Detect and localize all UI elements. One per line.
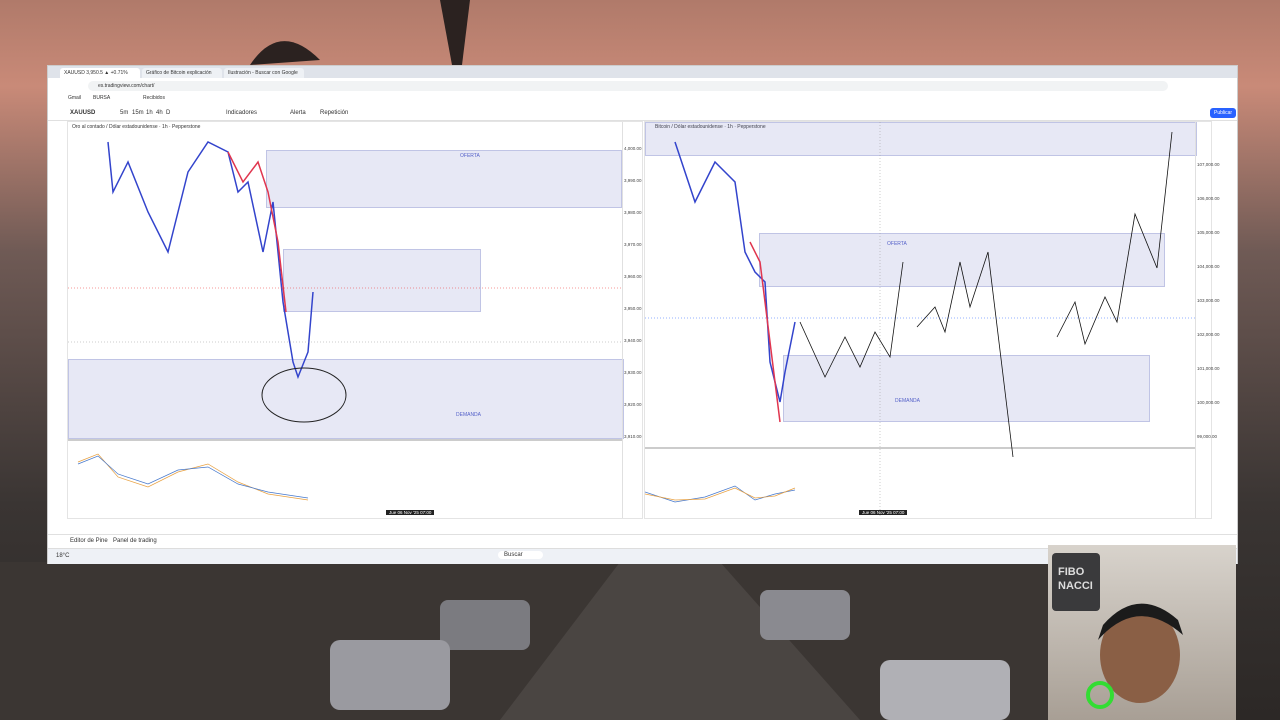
taskbar: 18°C Buscar bbox=[48, 548, 1237, 564]
weather: 18°C bbox=[56, 553, 70, 559]
toolbar-button[interactable]: Indicadores bbox=[226, 110, 258, 116]
cap: FIBO NACCI bbox=[1052, 553, 1100, 611]
price-label: 3,980.00 bbox=[624, 210, 642, 215]
right-chart: Bitcoin / Dólar estadounidense · 1h · Pe… bbox=[644, 121, 1220, 519]
price-label: 3,930.00 bbox=[624, 370, 642, 375]
bookmark[interactable]: BURSA bbox=[93, 95, 111, 101]
panel-tab[interactable]: Editor de Pine bbox=[70, 538, 108, 544]
interval[interactable]: 4h bbox=[156, 110, 163, 116]
search-box[interactable]: Buscar bbox=[498, 551, 543, 559]
publish-button[interactable]: Publicar bbox=[1210, 108, 1237, 118]
cap-text: FIBO NACCI bbox=[1058, 566, 1093, 592]
price-label: 102,000.00 bbox=[1197, 332, 1220, 337]
browser-window: XAUUSD 3,950.5 ▲ +0.71% Gráfico de Bitco… bbox=[47, 65, 1238, 564]
symbol[interactable]: XAUUSD bbox=[70, 110, 96, 116]
price-axis: 4,000.00 3,990.00 3,980.00 3,970.00 3,960.00… bbox=[622, 122, 643, 518]
left-chart: Oro al contado / Dólar estadounidense · … bbox=[67, 121, 643, 519]
interval[interactable]: D bbox=[166, 110, 171, 116]
url: es.tradingview.com/chart/ bbox=[98, 83, 155, 89]
demand-zone bbox=[68, 359, 624, 439]
price-label: 105,000.00 bbox=[1197, 230, 1220, 235]
zone-label: OFERTA bbox=[460, 153, 480, 159]
price-label: 3,960.00 bbox=[624, 274, 642, 279]
price-axis: 107,000.00 106,000.00 105,000.00 104,000.00… bbox=[1195, 122, 1220, 518]
tab-bar: XAUUSD 3,950.5 ▲ +0.71% Gráfico de Bitco… bbox=[48, 66, 1237, 78]
interval[interactable]: 5m bbox=[120, 110, 129, 116]
price-label: 104,000.00 bbox=[1197, 264, 1220, 269]
toolbar-button[interactable]: Alerta bbox=[290, 110, 306, 116]
price-label: 3,910.00 bbox=[624, 434, 642, 439]
price-label: 107,000.00 bbox=[1197, 162, 1220, 167]
toolbar-button[interactable]: Repetición bbox=[320, 110, 349, 116]
price-label: 3,990.00 bbox=[624, 178, 642, 183]
tab[interactable]: Gráfico de Bitcoin explicación bbox=[142, 68, 222, 78]
supply-zone bbox=[266, 150, 622, 208]
price-label: 3,940.00 bbox=[624, 338, 642, 343]
price-drawing bbox=[68, 141, 622, 501]
bookmark[interactable]: Gmail bbox=[68, 95, 82, 101]
crosshair-date: Jue 06 Nov '25 07:00 bbox=[859, 510, 908, 515]
zone bbox=[283, 249, 481, 312]
price-label: 3,920.00 bbox=[624, 402, 642, 407]
bottom-panel: Editor de Pine Panel de trading bbox=[48, 534, 1237, 547]
price-label: 100,000.00 bbox=[1197, 400, 1220, 405]
bookmark[interactable]: Recibidos bbox=[143, 95, 165, 101]
zone-label: DEMANDA bbox=[895, 398, 921, 404]
price-label: 103,000.00 bbox=[1197, 298, 1220, 303]
price-label: 3,970.00 bbox=[624, 242, 642, 247]
address-bar[interactable]: es.tradingview.com/chart/ bbox=[88, 81, 1168, 91]
webcam: FIBO NACCI bbox=[1048, 545, 1236, 720]
price-label: 101,000.00 bbox=[1197, 366, 1220, 371]
chart-toolbar: XAUUSD 5m 15m 1h 4h D Indicadores Alerta… bbox=[48, 106, 1237, 121]
panel-tab[interactable]: Panel de trading bbox=[113, 538, 157, 544]
chart-title: Bitcoin / Dólar estadounidense · 1h · Pe… bbox=[655, 124, 766, 130]
price-label: 99,000.00 bbox=[1197, 434, 1218, 439]
tab[interactable]: Ilustración - Buscar con Google bbox=[224, 68, 304, 78]
price-drawing bbox=[645, 122, 1195, 518]
demand-zone bbox=[783, 355, 1150, 422]
interval[interactable]: 15m bbox=[132, 110, 144, 116]
supply-zone bbox=[759, 233, 1165, 287]
price-label: 3,950.00 bbox=[624, 306, 642, 311]
person bbox=[1086, 603, 1183, 709]
zone-label: OFERTA bbox=[887, 241, 907, 247]
price-label: 106,000.00 bbox=[1197, 196, 1220, 201]
interval[interactable]: 1h bbox=[146, 110, 153, 116]
crosshair-date: Jue 06 Nov '25 07:00 bbox=[386, 510, 435, 515]
zone bbox=[645, 122, 1197, 156]
tab[interactable]: XAUUSD 3,950.5 ▲ +0.71% bbox=[60, 68, 140, 78]
price-label: 4,000.00 bbox=[624, 146, 642, 151]
chart-title: Oro al contado / Dólar estadounidense · … bbox=[72, 124, 201, 130]
zone-label: DEMANDA bbox=[456, 412, 482, 418]
